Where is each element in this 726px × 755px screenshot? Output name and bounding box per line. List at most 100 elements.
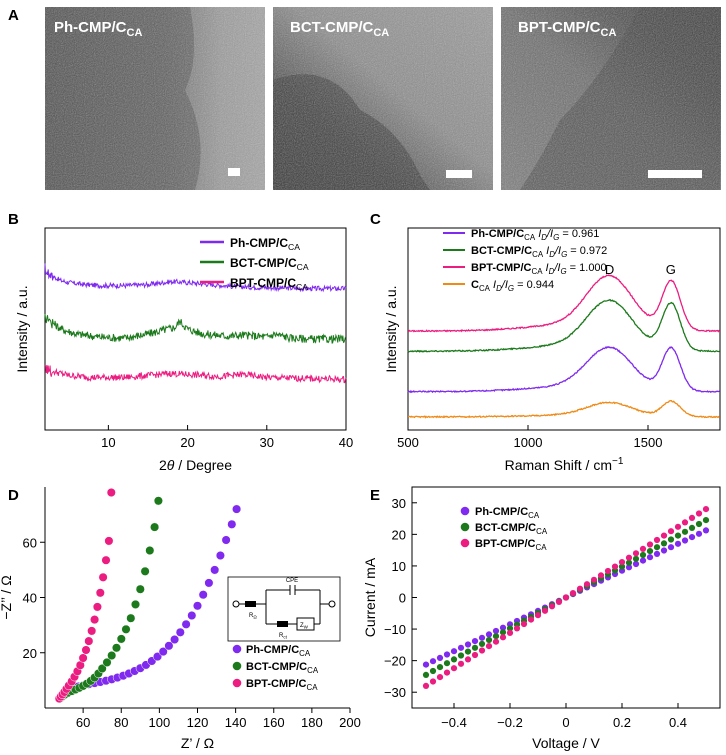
y-tick-label: −10 [384,622,406,637]
data-point [98,572,108,582]
data-point [457,652,465,659]
data-point [499,629,507,636]
data-point [107,650,117,661]
data-point [478,647,486,654]
tem-image-1: Ph-CMP/CCA [45,7,265,190]
data-point [660,532,668,539]
data-point [464,648,472,655]
data-point [84,636,94,646]
data-point [126,613,136,623]
legend-marker [232,678,242,688]
series-line [407,345,720,394]
data-point [145,545,155,556]
data-point [429,678,437,685]
x-tick-label: 0.2 [613,715,631,730]
data-point [688,514,696,522]
data-point [639,545,647,553]
data-point [660,540,668,547]
data-point [153,496,163,506]
data-point [562,594,570,601]
data-point [232,504,242,514]
data-point [152,652,163,662]
peak-annotation: G [666,262,676,277]
x-axis-label: 2θ / Degree [159,457,232,473]
legend-label: BPT-CMP/CCA [230,276,308,292]
data-point [192,601,203,611]
data-point [646,554,654,561]
legend-label: Ph-CMP/CCA [475,506,540,520]
data-point [227,519,237,529]
data-point [667,528,675,535]
data-point [450,665,458,672]
x-tick-label: 140 [225,715,247,730]
legend-label: Ph-CMP/CCA ID/IG = 0.961 [471,228,599,242]
legend-label: BPT-CMP/CCA ID/IG = 1.000 [471,262,607,276]
data-point [121,624,131,634]
data-point [198,590,208,600]
data-point [464,656,472,663]
plot-frame [44,227,347,431]
data-point [688,524,696,532]
data-point [681,519,689,526]
data-point [450,648,458,655]
data-point [478,640,486,648]
data-point [175,627,185,637]
x-tick-label: 80 [114,715,128,730]
data-point [104,536,114,546]
legend-marker [232,644,242,654]
data-point [471,644,479,651]
x-tick-label: 30 [260,435,274,450]
r-omega-label: RΩ [249,613,257,620]
plot-frame [407,227,721,431]
scale-bar [648,170,702,178]
data-point [646,541,654,548]
data-point [436,664,444,671]
xrd-chart: 10 20 30 40 2θ / Degree Intensity / a.u. Ph-CM… [14,227,353,473]
data-point [97,663,107,674]
y-tick-label: 40 [23,591,37,606]
data-point [457,644,465,651]
data-point [102,657,112,667]
legend-label: BPT-CMP/CCA [246,678,318,692]
data-point [478,634,486,641]
y-axis-label: Current / mA [362,557,378,637]
x-tick-label: 0 [562,715,569,730]
y-tick-label: −30 [384,685,406,700]
data-point [646,548,654,555]
x-tick-label: −0.4 [441,715,467,730]
data-point [590,576,598,583]
x-tick-label: 180 [301,715,323,730]
data-point [597,572,605,579]
y-axis-label: Intensity / a.u. [383,285,399,372]
data-point [429,658,437,665]
data-point [221,535,231,545]
data-point [111,643,122,653]
data-point [436,674,444,681]
data-point [92,602,102,612]
legend-label: CCA ID/IG = 0.944 [471,279,554,293]
data-point [181,619,191,629]
data-point [492,638,500,645]
data-point [140,566,150,576]
y-tick-label: −20 [384,654,406,669]
data-point [471,638,479,645]
y-axis-label: Intensity / a.u. [14,285,30,372]
x-tick-label: 500 [397,435,419,450]
data-point [548,603,556,610]
x-tick-label: 1000 [514,435,543,450]
data-point [681,528,689,535]
data-point [702,527,710,534]
legend-label: BCT-CMP/CCA [230,256,309,272]
data-point [215,550,225,561]
data-point [555,598,563,606]
x-tick-label: 20 [180,435,194,450]
data-point [130,599,141,609]
y-tick-label: 20 [392,527,406,542]
data-point [106,487,116,498]
panel-letter-d: D [8,487,19,504]
data-point [653,550,661,558]
resistor-r-omega [245,601,256,607]
data-point [541,607,549,614]
data-point [443,669,451,676]
